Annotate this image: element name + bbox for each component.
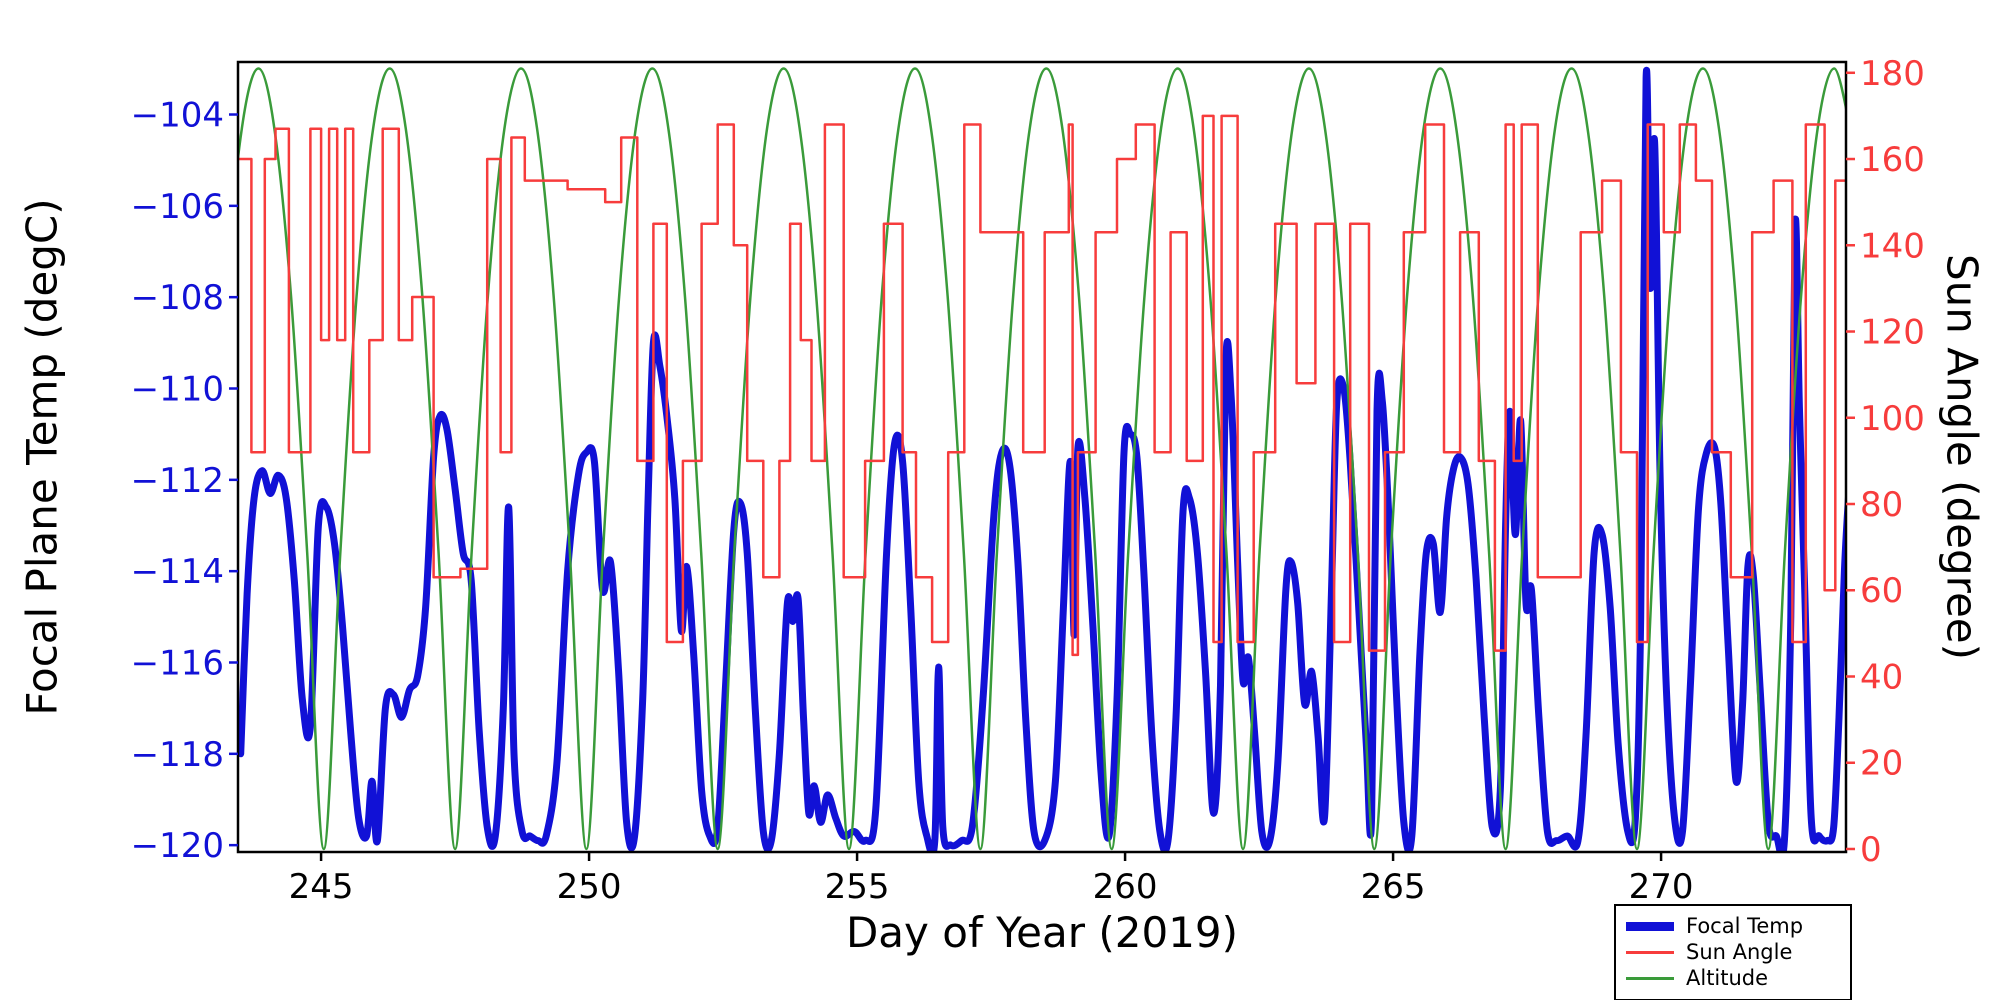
right-y-tick-label: 100 [1860,399,1925,439]
legend-label-altitude: Altitude [1686,965,1769,990]
right-y-tick-label: 60 [1860,571,1903,611]
left-y-tick-label: −112 [131,461,224,501]
left-y-axis-label: Focal Plane Temp (degC) [17,198,67,716]
series-sun-angle [238,114,1846,657]
legend-line-sun-angle [1626,950,1674,954]
left-y-tick-label: −104 [131,96,224,136]
legend-line-altitude [1626,976,1674,980]
x-axis: 245 250 255 260 265 270 [289,852,1694,907]
legend-entry-altitude: Altitude [1626,965,1840,991]
legend-entry-sun-angle: Sun Angle [1626,939,1840,965]
left-y-tick-label: −106 [131,187,224,227]
right-y-tick-label: 140 [1860,226,1925,266]
right-y-tick-label: 120 [1860,313,1925,353]
y-axis-left: −104 −106 −108 −110 −112 −114 −116 −118 −120 [131,96,238,866]
left-y-tick-label: −114 [131,552,224,592]
right-y-axis-label: Sun Angle (degree) [1937,253,1987,661]
legend-line-focal-temp [1626,921,1674,931]
legend: Focal Temp Sun Angle Altitude [1614,904,1852,1000]
x-tick-label: 270 [1629,867,1694,907]
right-y-tick-label: 40 [1860,657,1903,697]
x-tick-label: 245 [289,867,354,907]
left-y-tick-label: −120 [131,826,224,866]
left-y-tick-label: −110 [131,370,224,410]
x-tick-label: 250 [557,867,622,907]
right-y-tick-label: 0 [1860,830,1882,870]
left-y-tick-label: −118 [131,735,224,775]
left-y-tick-label: −116 [131,643,224,683]
x-tick-label: 255 [825,867,890,907]
right-y-tick-label: 80 [1860,485,1903,525]
series-altitude [238,67,1846,851]
series-focal-temp [238,66,1846,852]
plot-border [236,60,1848,854]
legend-entry-focal-temp: Focal Temp [1626,913,1840,939]
right-y-tick-label: 20 [1860,744,1903,784]
right-y-tick-label: 180 [1860,54,1925,94]
legend-label-sun-angle: Sun Angle [1686,939,1793,964]
x-axis-label: Day of Year (2019) [845,908,1239,957]
y-axis-right: 0 20 40 60 80 100 120 140 160 180 [1846,54,1925,870]
x-tick-label: 260 [1093,867,1158,907]
legend-label-focal-temp: Focal Temp [1686,913,1804,938]
right-y-tick-label: 160 [1860,140,1925,180]
left-y-tick-label: −108 [131,278,224,318]
x-tick-label: 265 [1361,867,1426,907]
